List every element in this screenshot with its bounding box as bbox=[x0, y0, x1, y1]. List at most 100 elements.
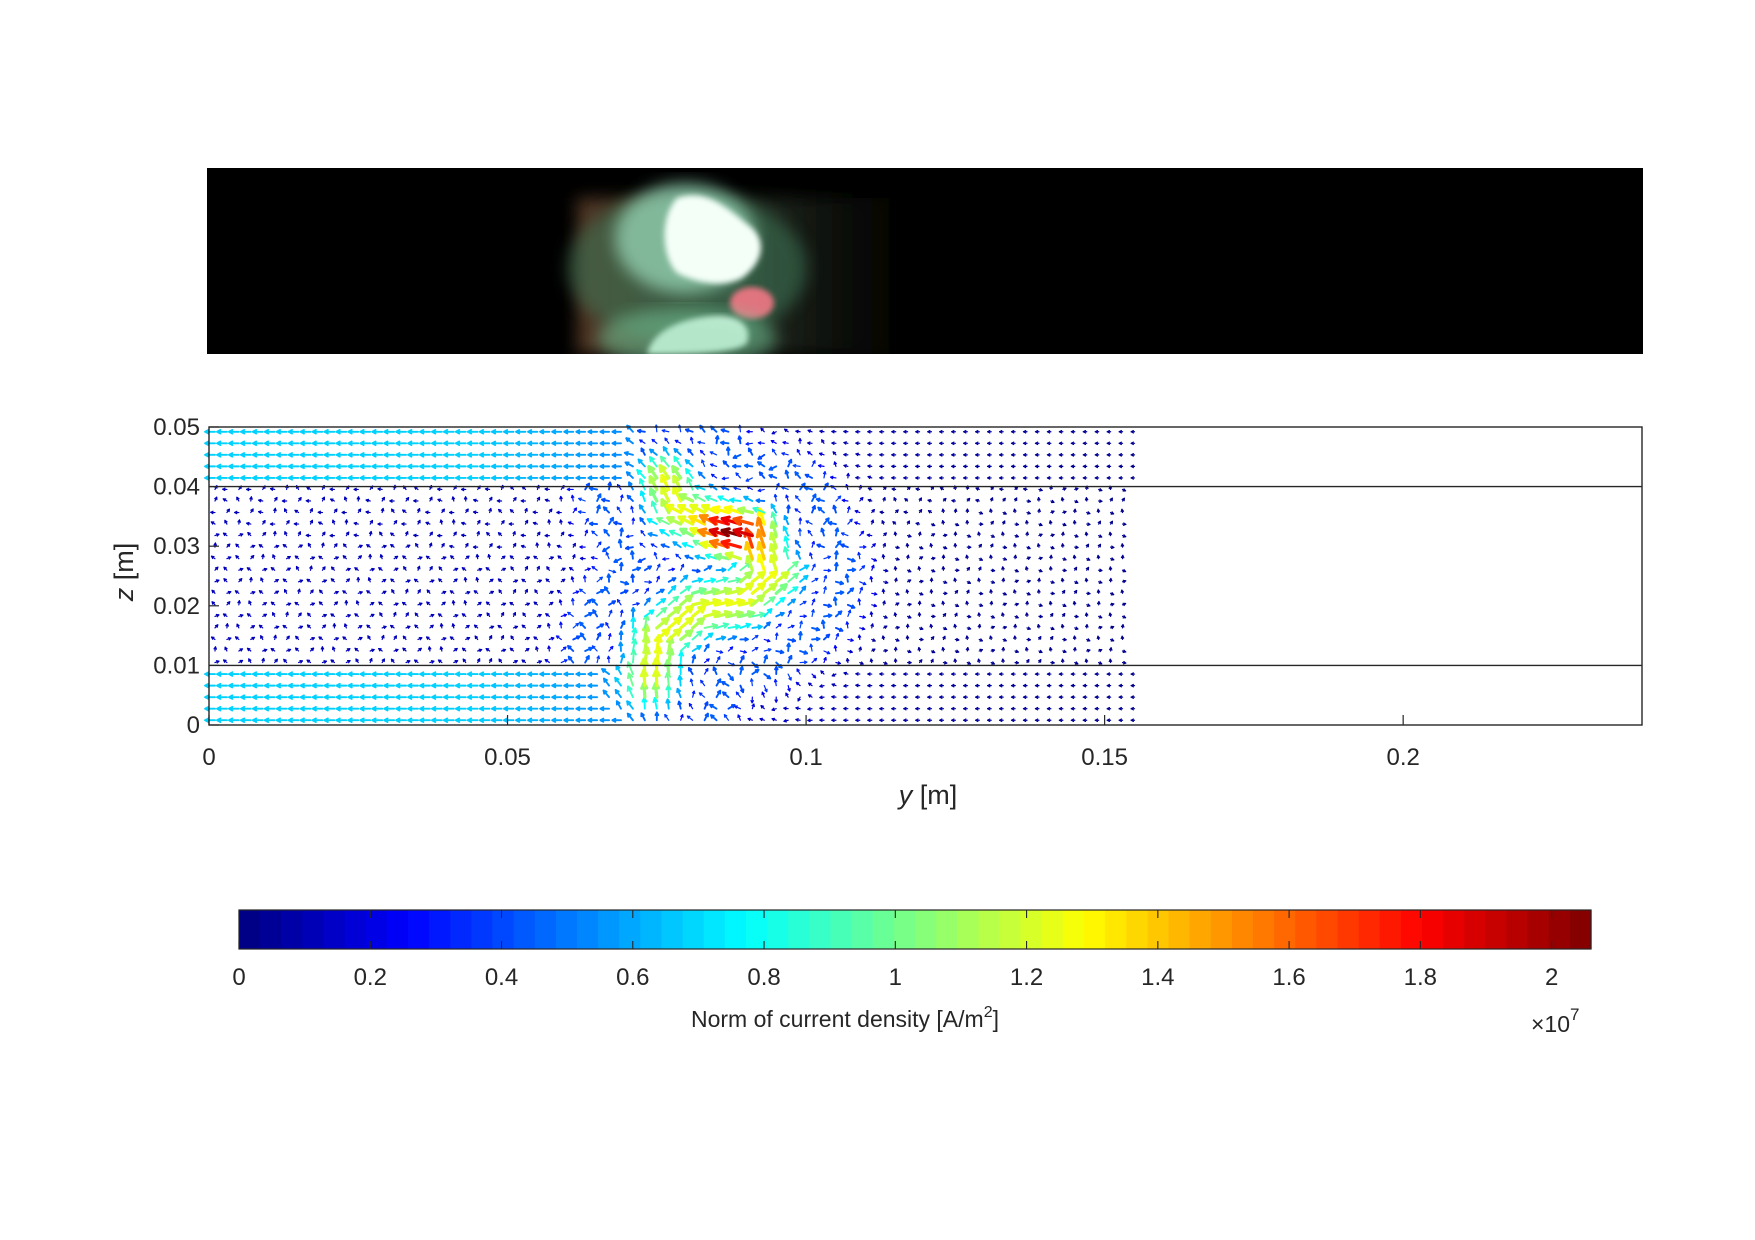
quiver-arrow bbox=[510, 566, 515, 571]
colorbar-segment bbox=[936, 910, 958, 949]
quiver-arrow bbox=[590, 556, 598, 560]
quiver-arrow bbox=[272, 612, 276, 617]
quiver-arrow bbox=[727, 562, 737, 572]
quiver-arrow bbox=[306, 486, 312, 491]
quiver-arrow bbox=[1060, 658, 1065, 664]
quiver-arrow bbox=[572, 542, 576, 548]
quiver-arrow bbox=[579, 588, 586, 594]
quiver-arrow bbox=[560, 646, 567, 652]
quiver-arrow bbox=[491, 429, 503, 435]
quiver-arrow bbox=[1108, 658, 1113, 664]
quiver-arrow bbox=[855, 683, 861, 688]
quiver-arrow bbox=[405, 544, 411, 548]
quiver-arrow bbox=[745, 554, 754, 572]
quiver-arrow bbox=[204, 682, 216, 689]
quiver-arrow bbox=[472, 510, 479, 515]
quiver-arrow bbox=[478, 452, 491, 458]
quiver-arrow bbox=[918, 659, 923, 664]
quiver-arrow bbox=[739, 655, 745, 664]
quiver-arrow bbox=[710, 714, 718, 722]
quiver-arrow bbox=[819, 695, 825, 700]
quiver-arrow bbox=[235, 543, 240, 548]
quiver-arrow bbox=[584, 529, 589, 537]
quiver-arrow bbox=[527, 463, 539, 470]
colorbar-segment bbox=[344, 910, 367, 949]
quiver-arrow bbox=[297, 612, 302, 617]
quiver-arrow bbox=[262, 648, 268, 653]
quiver-arrow bbox=[407, 694, 419, 700]
quiver-arrow bbox=[548, 590, 554, 595]
quiver-arrow bbox=[1118, 718, 1124, 723]
quiver-arrow bbox=[883, 532, 887, 537]
quiver-arrow bbox=[619, 527, 624, 537]
quiver-arrow bbox=[939, 718, 945, 723]
quiver-arrow bbox=[297, 660, 304, 664]
quiver-arrow bbox=[449, 590, 455, 594]
quiver-arrow bbox=[751, 647, 759, 652]
quiver-arrow bbox=[323, 463, 336, 470]
quiver-arrow bbox=[787, 586, 799, 595]
quiver-arrow bbox=[656, 563, 661, 571]
quiver-arrow bbox=[223, 578, 228, 583]
quiver-arrow bbox=[692, 493, 706, 502]
quiver-arrow bbox=[763, 621, 771, 629]
quiver-arrow bbox=[858, 646, 862, 652]
quiver-arrow bbox=[1108, 566, 1113, 571]
quiver-arrow bbox=[732, 463, 742, 469]
quiver-arrow bbox=[1121, 660, 1127, 665]
quiver-arrow bbox=[560, 531, 565, 537]
quiver-arrow bbox=[739, 684, 745, 694]
quiver-arrow bbox=[1086, 522, 1091, 526]
quiver-arrow bbox=[939, 429, 945, 434]
quiver-arrow bbox=[429, 579, 435, 583]
quiver-arrow bbox=[977, 612, 981, 617]
quiver-arrow bbox=[563, 694, 575, 700]
quiver-arrow bbox=[371, 440, 384, 447]
quiver-arrow bbox=[953, 531, 958, 537]
photo-glow-lower bbox=[597, 308, 777, 368]
quiver-arrow bbox=[799, 564, 810, 572]
quiver-arrow bbox=[975, 718, 980, 723]
quiver-arrow bbox=[443, 475, 455, 481]
quiver-arrow bbox=[891, 441, 897, 446]
quiver-arrow bbox=[703, 658, 710, 664]
quiver-arrow bbox=[1046, 706, 1052, 711]
colorbar-segment bbox=[1295, 910, 1317, 949]
quiver-arrow bbox=[894, 577, 898, 583]
quiver-arrow bbox=[939, 672, 945, 676]
quiver-arrow bbox=[1130, 695, 1136, 699]
quiver-arrow bbox=[704, 553, 718, 560]
colorbar-segment bbox=[1231, 910, 1254, 949]
quiver-arrow bbox=[774, 666, 779, 676]
quiver-arrow bbox=[927, 706, 933, 711]
quiver-arrow bbox=[551, 463, 563, 469]
quiver-arrow bbox=[1037, 508, 1041, 514]
quiver-arrow bbox=[965, 508, 970, 514]
quiver-arrow bbox=[273, 634, 277, 641]
quiver-arrow bbox=[883, 625, 888, 629]
quiver-arrow bbox=[439, 646, 444, 652]
quiver-arrow bbox=[1074, 661, 1079, 665]
quiver-arrow bbox=[454, 671, 467, 677]
quiver-arrow bbox=[715, 576, 729, 583]
quiver-arrow bbox=[759, 717, 765, 722]
quiver-arrow bbox=[915, 487, 921, 491]
quiver-arrow bbox=[975, 429, 980, 434]
quiver-arrow bbox=[906, 534, 912, 538]
quiver-arrow bbox=[341, 510, 347, 515]
quiver-arrow bbox=[1074, 580, 1079, 584]
quiver-arrow bbox=[859, 615, 866, 619]
quiver-arrow bbox=[917, 566, 922, 571]
quiver-arrow bbox=[715, 689, 722, 699]
quiver-arrow bbox=[484, 522, 491, 526]
quiver-arrow bbox=[216, 682, 228, 689]
quiver-arrow bbox=[214, 496, 218, 502]
quiver-arrow bbox=[512, 531, 516, 537]
quiver-arrow bbox=[527, 429, 539, 435]
quiver-arrow bbox=[275, 452, 288, 458]
quiver-arrow bbox=[975, 487, 980, 491]
quiver-arrow bbox=[951, 683, 956, 688]
quiver-arrow bbox=[620, 589, 629, 595]
quiver-arrow bbox=[1070, 695, 1076, 699]
quiver-arrow bbox=[679, 629, 694, 642]
